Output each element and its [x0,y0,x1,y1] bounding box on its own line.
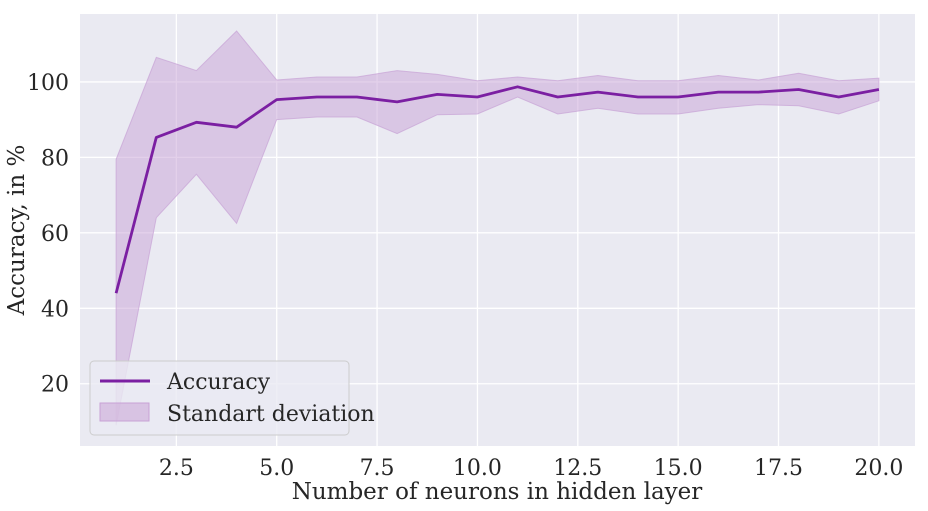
legend-box [89,360,350,436]
y-tick-label: 60 [41,222,69,247]
std-band [115,30,880,426]
y-tick-label: 100 [27,71,69,96]
std-band-layer [115,30,880,426]
x-tick-label: 15.0 [654,456,703,481]
legend-std-label: Standart deviation [167,402,375,427]
x-tick-label: 5.0 [259,456,294,481]
legend-accuracy-label: Accuracy [166,370,271,395]
x-tick-label: 2.5 [159,456,194,481]
y-tick-label: 80 [41,146,69,171]
tick-labels: 2.5 5.0 7.5 10.0 12.5 15.0 17.5 20.0 20 40 60 80 100 [27,71,903,481]
legend-std-swatch [99,402,150,422]
x-tick-label: 20.0 [854,456,903,481]
x-tick-label: 17.5 [754,456,803,481]
x-tick-label: 12.5 [553,456,602,481]
accuracy-line [114,85,880,294]
y-axis-label: Accuracy, in % [4,145,30,317]
y-tick-label: 20 [41,373,69,398]
y-tick-label: 40 [41,297,69,322]
legend: Accuracy Standart deviation [89,360,375,436]
x-tick-label: 7.5 [360,456,395,481]
accuracy-line-layer [114,85,880,294]
x-tick-label: 10.0 [453,456,502,481]
x-axis-label: Number of neurons in hidden layer [292,479,703,505]
